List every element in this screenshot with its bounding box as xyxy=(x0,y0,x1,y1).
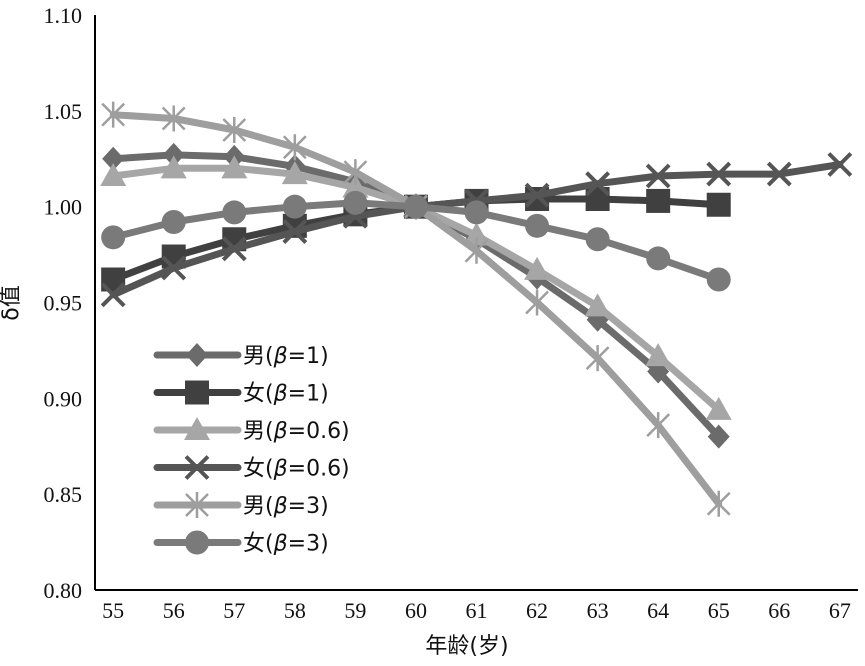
legend-marker xyxy=(186,343,208,367)
y-tick-label: 1.00 xyxy=(44,195,83,220)
series-layer xyxy=(100,101,853,517)
data-point xyxy=(645,163,671,189)
data-point xyxy=(102,146,125,171)
data-point xyxy=(100,163,127,186)
data-point xyxy=(705,396,732,420)
data-point xyxy=(100,282,126,308)
x-tick-label: 64 xyxy=(647,598,669,623)
data-point xyxy=(585,227,610,252)
data-point xyxy=(585,171,611,197)
data-point xyxy=(161,105,186,132)
y-tick-label: 0.95 xyxy=(44,291,83,316)
legend-marker xyxy=(185,380,209,405)
data-point xyxy=(342,174,369,198)
data-point xyxy=(161,255,187,281)
data-point xyxy=(221,236,247,262)
axes xyxy=(94,15,858,591)
data-point xyxy=(463,222,490,246)
legend-label: 男(β=1) xyxy=(243,344,329,369)
data-point xyxy=(222,200,247,225)
legend-label: 男(β=0.6) xyxy=(243,419,350,444)
data-point xyxy=(646,188,671,213)
data-point xyxy=(403,194,428,219)
data-point xyxy=(101,225,126,250)
data-point xyxy=(282,219,308,244)
x-tick-label: 59 xyxy=(344,598,366,623)
legend-item: 男(β=1) xyxy=(153,343,329,369)
legend-item: 女(β=3) xyxy=(153,530,329,557)
y-axis-title: δ值 xyxy=(0,285,24,320)
legend-marker xyxy=(185,530,209,555)
x-tick-label: 61 xyxy=(466,598,488,623)
legend-item: 女(β=0.6) xyxy=(153,455,350,482)
legend-marker xyxy=(184,417,210,440)
y-tick-label: 1.10 xyxy=(44,3,83,28)
x-tick-label: 66 xyxy=(768,598,790,623)
data-point xyxy=(524,256,551,280)
data-point xyxy=(646,412,671,439)
series-line xyxy=(109,111,723,508)
legend-item: 女(β=1) xyxy=(153,380,329,407)
data-point xyxy=(707,424,730,449)
x-tick-labels: 55 56 57 58 59 60 61 62 63 64 65 66 67 xyxy=(102,598,851,623)
data-point xyxy=(827,152,853,177)
data-point xyxy=(221,155,248,179)
x-tick-label: 65 xyxy=(708,598,730,623)
data-point xyxy=(706,161,732,187)
data-point xyxy=(706,192,731,217)
x-tick-label: 67 xyxy=(829,598,851,623)
data-point xyxy=(343,190,368,215)
x-tick-label: 57 xyxy=(223,598,245,623)
legend-marker xyxy=(184,455,210,480)
legend-label: 女(β=0.6) xyxy=(243,457,350,482)
data-point xyxy=(464,237,489,264)
data-point xyxy=(160,155,187,179)
x-tick-label: 60 xyxy=(405,598,427,623)
x-axis-title: 年龄(岁) xyxy=(425,634,508,659)
legend-item: 男(β=0.6) xyxy=(153,417,350,444)
y-tick-label: 1.05 xyxy=(44,99,83,124)
data-point xyxy=(706,490,731,517)
legend: 男(β=1) 女(β=1) 男(β=0.6) 女(β=0.6) 男(β=3) 女(β=3) xyxy=(153,343,350,557)
data-point xyxy=(525,289,549,316)
data-point xyxy=(222,117,247,143)
data-point xyxy=(706,267,731,292)
data-point xyxy=(525,213,550,238)
data-point xyxy=(282,134,307,161)
series-5 xyxy=(101,101,731,517)
y-tick-labels: 0.80 0.85 0.90 0.95 1.00 1.05 1.10 xyxy=(44,3,83,603)
x-tick-label: 58 xyxy=(284,598,306,623)
x-tick-label: 63 xyxy=(587,598,609,623)
legend-label: 男(β=3) xyxy=(243,494,329,519)
x-tick-label: 56 xyxy=(163,598,185,623)
legend-marker xyxy=(185,492,209,518)
y-tick-label: 0.80 xyxy=(44,578,83,603)
y-tick-label: 0.85 xyxy=(44,482,83,507)
legend-item: 男(β=3) xyxy=(153,492,329,519)
data-point xyxy=(162,142,185,167)
legend-label: 女(β=1) xyxy=(243,382,329,407)
x-tick-label: 62 xyxy=(526,598,548,623)
data-point xyxy=(464,200,489,225)
y-tick-label: 0.90 xyxy=(44,386,83,411)
series-6 xyxy=(101,190,731,292)
data-point xyxy=(282,194,307,219)
data-point xyxy=(524,182,550,208)
legend-label: 女(β=3) xyxy=(243,532,329,557)
data-point xyxy=(343,159,368,186)
data-point xyxy=(645,343,672,367)
data-point xyxy=(646,246,671,271)
data-point xyxy=(585,345,610,372)
x-tick-label: 55 xyxy=(102,598,124,623)
data-point xyxy=(584,293,611,317)
data-point xyxy=(161,210,186,234)
data-point xyxy=(101,101,126,128)
data-point xyxy=(281,161,308,185)
data-point xyxy=(766,161,792,187)
